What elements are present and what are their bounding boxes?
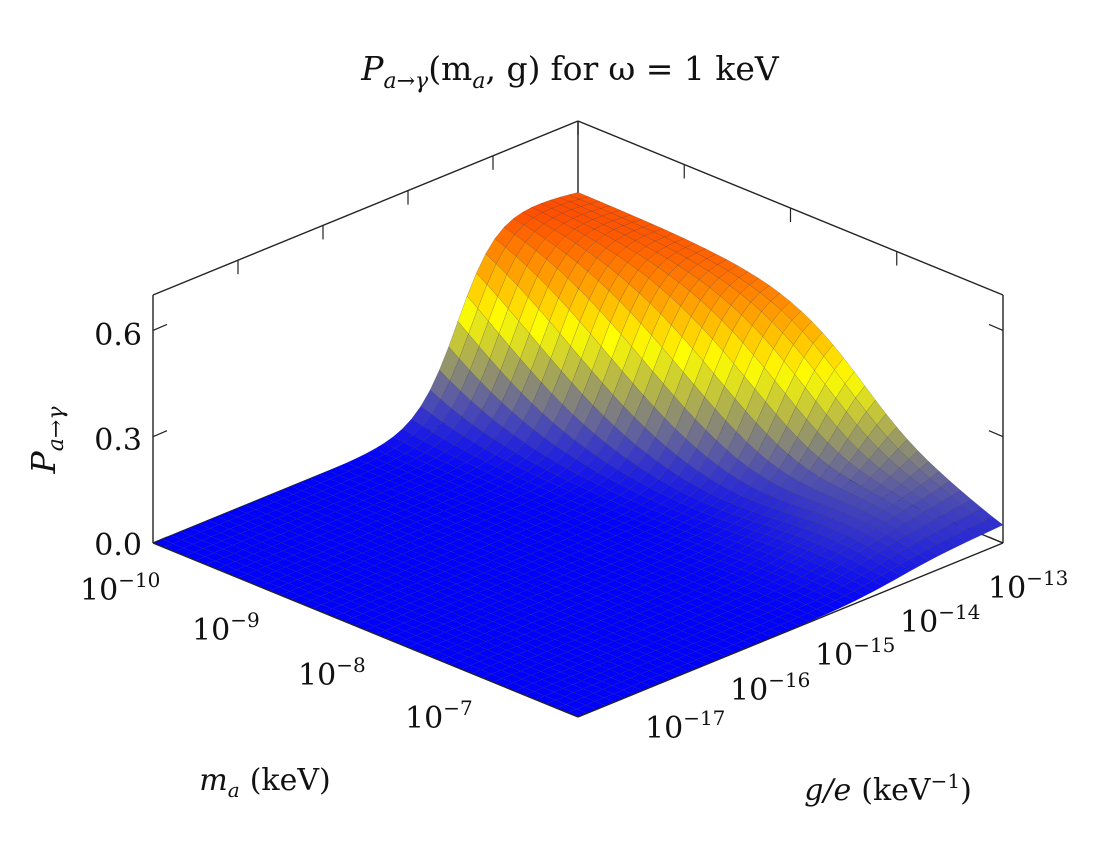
surface-cell xyxy=(880,569,902,582)
surface-cell xyxy=(908,553,930,566)
box-edge-floor-front-left xyxy=(152,542,579,718)
z-tick-right-0 xyxy=(988,536,1004,544)
z-tick-label-0.0: 0.0 xyxy=(94,528,142,563)
z-tick-2 xyxy=(152,323,168,331)
surface-cell xyxy=(853,585,875,597)
chart-title: Pa→γ(ma, g) for ω = 1 keV xyxy=(360,49,780,94)
surface-cell xyxy=(945,534,967,547)
box-edge-floor-front-right xyxy=(577,542,1004,718)
x-tick-label-1e-8: 10−8 xyxy=(298,653,366,693)
box-edge-top-back-left xyxy=(152,120,579,296)
x-axis-label: ma (keV) xyxy=(199,763,330,802)
y-tick-label-1e-17: 10−17 xyxy=(645,706,725,746)
surface-cell xyxy=(936,539,958,552)
surface-cell xyxy=(806,608,829,619)
surface-cell xyxy=(862,580,884,592)
y-axis-label: g/e (keV−1) xyxy=(804,769,972,808)
z-tick-right-1 xyxy=(988,430,1004,438)
surface-cell xyxy=(982,516,1004,530)
box-front-edges xyxy=(152,542,1004,718)
z-tick-label-0.6: 0.6 xyxy=(94,318,142,353)
surface-cell xyxy=(890,564,912,577)
x-tick-label-1e-9: 10−9 xyxy=(192,608,260,648)
surface-mesh xyxy=(152,192,1004,718)
surface-cell xyxy=(843,590,865,601)
x-tick-label-1e-10: 10−10 xyxy=(80,568,160,608)
y-tick-label-1e-13: 10−13 xyxy=(988,566,1068,606)
z-tick-0 xyxy=(152,536,168,544)
y-tick-label-1e-15: 10−15 xyxy=(815,633,895,673)
z-tick-label-0.3: 0.3 xyxy=(94,423,142,458)
y-tick-label-1e-14: 10−14 xyxy=(900,600,980,640)
z-tick-1 xyxy=(152,430,168,438)
z-axis-label: Pa→γ xyxy=(24,406,69,475)
y-tick-label-1e-16: 10−16 xyxy=(730,668,810,708)
x-tick-label-1e-7: 10−7 xyxy=(405,696,473,736)
axis-ticks xyxy=(152,121,1004,544)
z-tick-right-2 xyxy=(988,323,1004,331)
